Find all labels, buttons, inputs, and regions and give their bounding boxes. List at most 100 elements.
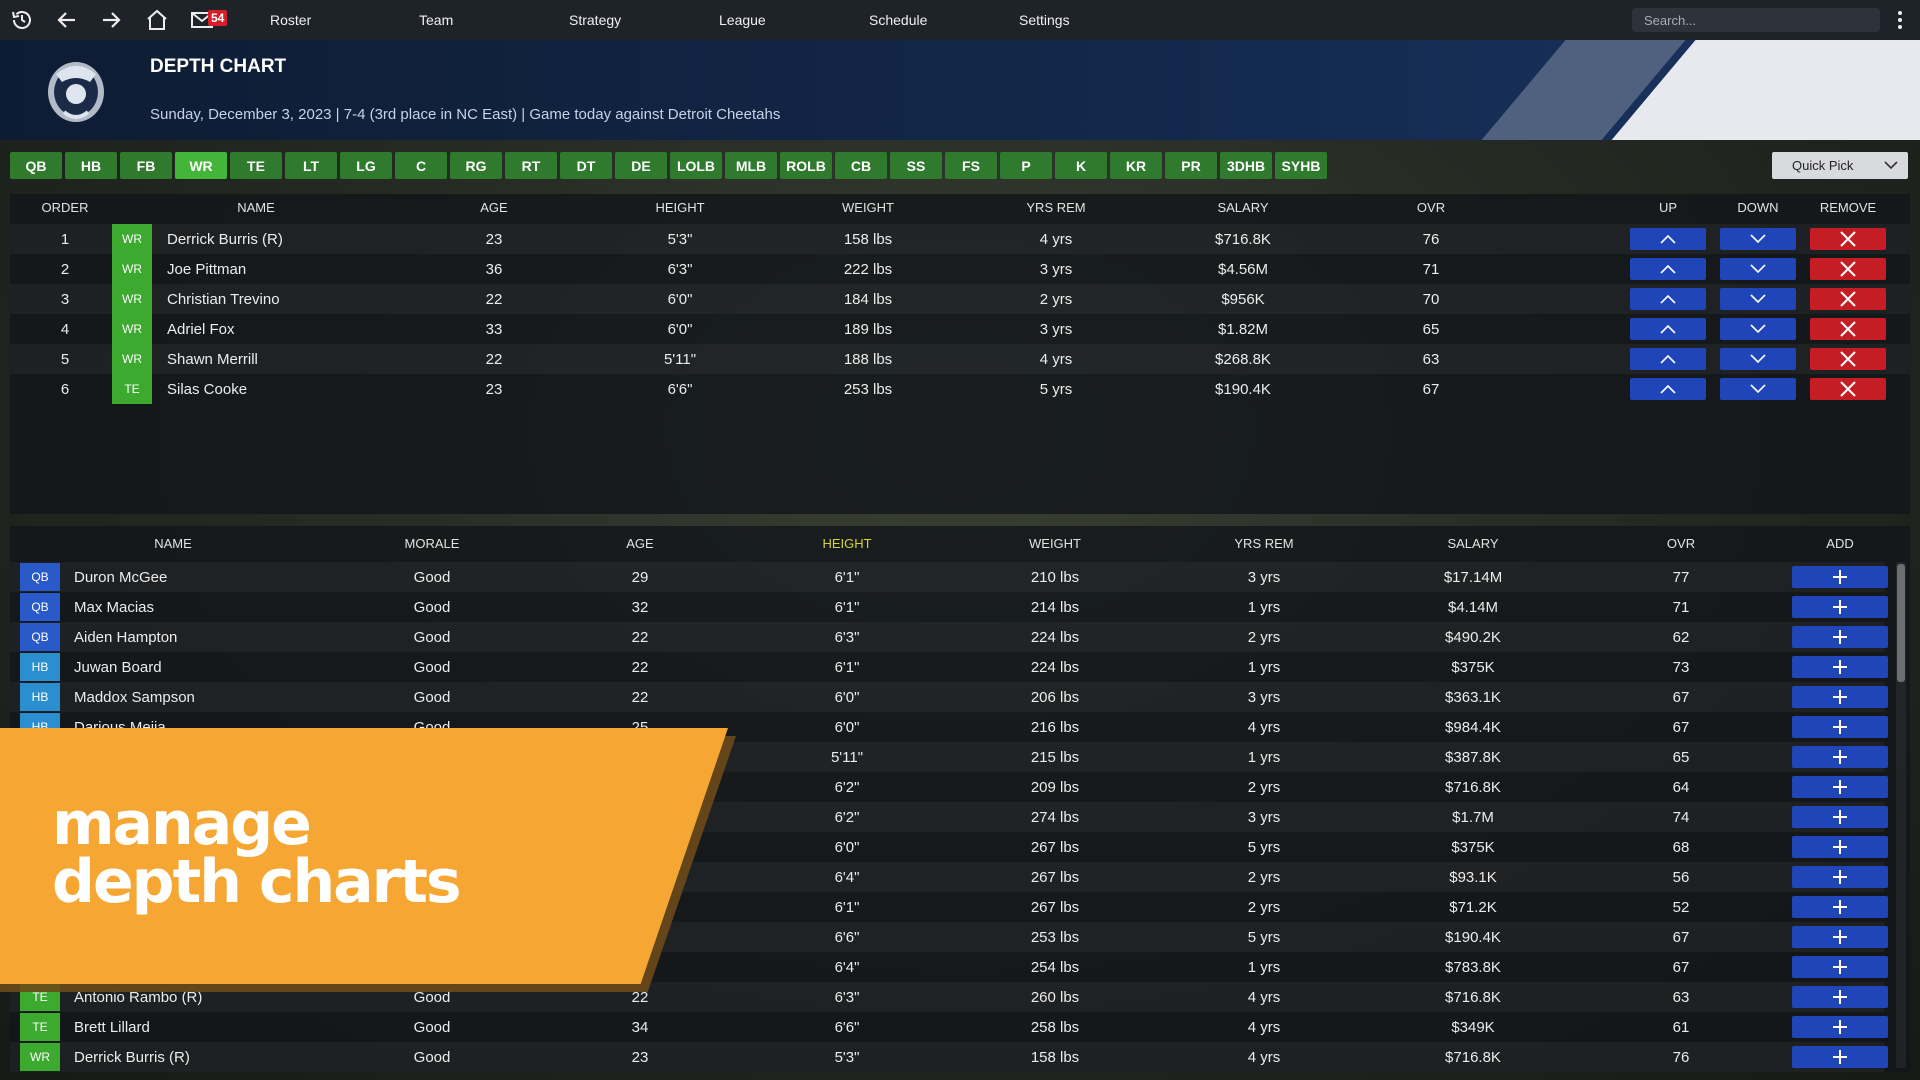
nav-settings[interactable]: Settings — [1019, 12, 1070, 28]
col-yrs-rem[interactable]: YRS REM — [1234, 536, 1294, 551]
search-input[interactable] — [1632, 8, 1880, 32]
move-up-button[interactable] — [1630, 318, 1706, 340]
tab-kr[interactable]: KR — [1110, 152, 1162, 179]
move-up-button[interactable] — [1630, 228, 1706, 250]
tab-c[interactable]: C — [395, 152, 447, 179]
player-name[interactable]: Shawn Merrill — [167, 351, 258, 368]
move-down-button[interactable] — [1720, 228, 1796, 250]
move-down-button[interactable] — [1720, 378, 1796, 400]
forward-arrow-icon[interactable] — [99, 8, 123, 32]
player-name[interactable]: Antonio Rambo (R) — [74, 989, 203, 1006]
player-name[interactable]: Adriel Fox — [167, 321, 235, 338]
col-salary[interactable]: SALARY — [1217, 200, 1269, 215]
tab-qb[interactable]: QB — [10, 152, 62, 179]
remove-button[interactable] — [1810, 318, 1886, 340]
add-player-button[interactable] — [1792, 656, 1888, 678]
tab-p[interactable]: P — [1000, 152, 1052, 179]
home-icon[interactable] — [145, 8, 169, 32]
move-down-button[interactable] — [1720, 258, 1796, 280]
col-morale[interactable]: MORALE — [404, 536, 460, 551]
tab-rg[interactable]: RG — [450, 152, 502, 179]
tab-de[interactable]: DE — [615, 152, 667, 179]
nav-strategy[interactable]: Strategy — [569, 12, 622, 28]
history-icon[interactable] — [10, 8, 34, 32]
move-down-button[interactable] — [1720, 348, 1796, 370]
col-weight[interactable]: WEIGHT — [842, 200, 894, 215]
col-height[interactable]: HEIGHT — [655, 200, 705, 215]
tab-mlb[interactable]: MLB — [725, 152, 777, 179]
player-name[interactable]: Maddox Sampson — [74, 689, 195, 706]
remove-button[interactable] — [1810, 378, 1886, 400]
col-name[interactable]: NAME — [237, 200, 275, 215]
col-height-sorted[interactable]: HEIGHT — [822, 536, 872, 551]
add-player-button[interactable] — [1792, 566, 1888, 588]
col-weight[interactable]: WEIGHT — [1029, 536, 1081, 551]
move-up-button[interactable] — [1630, 288, 1706, 310]
move-up-button[interactable] — [1630, 258, 1706, 280]
add-player-button[interactable] — [1792, 746, 1888, 768]
quick-pick-dropdown[interactable]: Quick Pick — [1772, 152, 1908, 179]
tab-rolb[interactable]: ROLB — [780, 152, 832, 179]
nav-schedule[interactable]: Schedule — [869, 12, 928, 28]
add-player-button[interactable] — [1792, 1046, 1888, 1068]
add-player-button[interactable] — [1792, 776, 1888, 798]
tab-te[interactable]: TE — [230, 152, 282, 179]
remove-button[interactable] — [1810, 228, 1886, 250]
col-ovr[interactable]: OVR — [1416, 200, 1446, 215]
remove-button[interactable] — [1810, 258, 1886, 280]
tab-3dhb[interactable]: 3DHB — [1220, 152, 1272, 179]
tab-pr[interactable]: PR — [1165, 152, 1217, 179]
add-player-button[interactable] — [1792, 956, 1888, 978]
player-name[interactable]: Derrick Burris (R) — [74, 1049, 190, 1066]
tab-lolb[interactable]: LOLB — [670, 152, 722, 179]
scrollbar-track[interactable] — [1896, 562, 1906, 1068]
col-name[interactable]: NAME — [154, 536, 192, 551]
tab-wr[interactable]: WR — [175, 152, 227, 179]
add-player-button[interactable] — [1792, 836, 1888, 858]
add-player-button[interactable] — [1792, 626, 1888, 648]
nav-league[interactable]: League — [719, 12, 766, 28]
add-player-button[interactable] — [1792, 896, 1888, 918]
col-order[interactable]: ORDER — [41, 200, 89, 215]
player-name[interactable]: Silas Cooke — [167, 381, 248, 398]
add-player-button[interactable] — [1792, 1016, 1888, 1038]
remove-button[interactable] — [1810, 348, 1886, 370]
tab-hb[interactable]: HB — [65, 152, 117, 179]
player-name[interactable]: Derrick Burris (R) — [167, 231, 283, 248]
scrollbar-thumb[interactable] — [1897, 564, 1905, 682]
add-player-button[interactable] — [1792, 866, 1888, 888]
player-name[interactable]: Aiden Hampton — [74, 629, 178, 646]
add-player-button[interactable] — [1792, 686, 1888, 708]
tab-k[interactable]: K — [1055, 152, 1107, 179]
move-down-button[interactable] — [1720, 318, 1796, 340]
player-name[interactable]: Brett Lillard — [74, 1019, 150, 1036]
tab-lt[interactable]: LT — [285, 152, 337, 179]
move-up-button[interactable] — [1630, 378, 1706, 400]
nav-roster[interactable]: Roster — [270, 12, 312, 28]
player-name[interactable]: Christian Trevino — [167, 291, 280, 308]
col-yrs-rem[interactable]: YRS REM — [1026, 200, 1086, 215]
tab-cb[interactable]: CB — [835, 152, 887, 179]
tab-lg[interactable]: LG — [340, 152, 392, 179]
col-age[interactable]: AGE — [626, 536, 654, 551]
player-name[interactable]: Joe Pittman — [167, 261, 247, 278]
nav-team[interactable]: Team — [419, 12, 454, 28]
add-player-button[interactable] — [1792, 986, 1888, 1008]
move-up-button[interactable] — [1630, 348, 1706, 370]
tab-dt[interactable]: DT — [560, 152, 612, 179]
tab-fb[interactable]: FB — [120, 152, 172, 179]
remove-button[interactable] — [1810, 288, 1886, 310]
back-arrow-icon[interactable] — [55, 8, 79, 32]
col-age[interactable]: AGE — [480, 200, 508, 215]
more-options-icon[interactable] — [1892, 8, 1908, 32]
tab-rt[interactable]: RT — [505, 152, 557, 179]
col-salary[interactable]: SALARY — [1447, 536, 1499, 551]
add-player-button[interactable] — [1792, 596, 1888, 618]
player-name[interactable]: Max Macias — [74, 599, 155, 616]
add-player-button[interactable] — [1792, 926, 1888, 948]
tab-fs[interactable]: FS — [945, 152, 997, 179]
tab-syhb[interactable]: SYHB — [1275, 152, 1327, 179]
player-name[interactable]: Duron McGee — [74, 569, 168, 586]
add-player-button[interactable] — [1792, 806, 1888, 828]
col-ovr[interactable]: OVR — [1666, 536, 1696, 551]
